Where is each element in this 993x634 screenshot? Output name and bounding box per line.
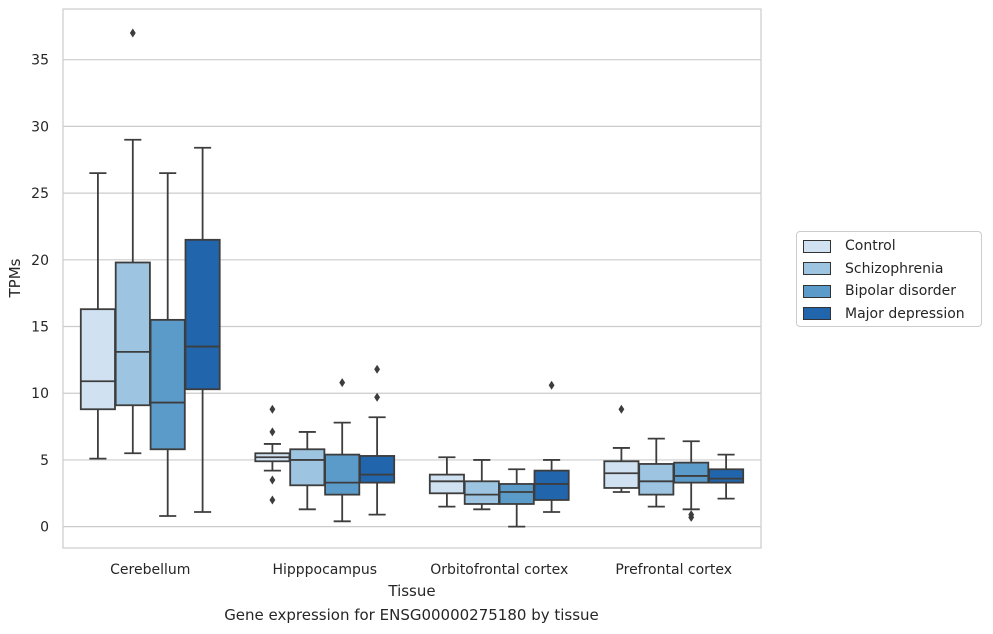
box-group <box>149 172 186 517</box>
y-tick-label: 5 <box>40 453 49 469</box>
box <box>184 238 221 391</box>
legend-label: Control <box>845 238 896 254</box>
box <box>149 318 186 451</box>
box <box>359 455 396 484</box>
outlier-point <box>269 427 276 437</box>
box-group <box>428 456 465 508</box>
box-group <box>114 28 151 455</box>
y-tick-label: 30 <box>31 119 49 135</box>
outlier-point <box>688 512 695 522</box>
y-axis-label: TPMs <box>6 258 24 298</box>
box-group <box>603 404 640 493</box>
x-tick-label: Cerebellum <box>110 562 190 578</box>
x-tick-label: Hipppocampus <box>272 562 377 578</box>
box <box>428 473 465 495</box>
y-tick-label: 20 <box>31 253 49 269</box>
box <box>114 261 151 407</box>
box-group <box>498 468 535 528</box>
box <box>324 453 361 496</box>
box-group <box>289 431 326 511</box>
box <box>673 461 710 484</box>
x-axis-label: Tissue <box>387 582 435 600</box>
legend: Control Schizophrenia Bipolar disorder Majo… <box>796 231 982 327</box>
y-tick-labels: 0 5 10 15 20 25 30 35 <box>31 53 49 536</box>
box <box>498 483 535 505</box>
outlier-point <box>339 378 346 388</box>
y-tick-label: 25 <box>31 186 49 202</box>
box-group <box>359 364 396 516</box>
y-tick-label: 35 <box>31 53 49 69</box>
box-group <box>254 404 291 505</box>
legend-item: Schizophrenia <box>803 259 943 279</box>
box <box>708 468 745 484</box>
legend-item: Major depression <box>803 304 965 324</box>
box-group <box>324 378 361 523</box>
box-group <box>673 440 710 522</box>
plot-area-frame <box>62 8 762 549</box>
legend-swatch <box>803 284 831 298</box>
y-tick-label: 0 <box>40 520 49 536</box>
legend-swatch <box>803 262 831 275</box>
x-tick-label: Orbitofrontal cortex <box>430 562 568 578</box>
outlier-point <box>269 404 276 414</box>
box <box>79 308 116 411</box>
legend-swatch <box>803 307 831 320</box>
box <box>289 448 326 487</box>
legend-swatch <box>803 239 831 253</box>
legend-item: Bipolar disorder <box>803 281 956 301</box>
box-group <box>79 172 116 460</box>
outlier-point <box>129 28 136 38</box>
y-tick-label: 15 <box>31 320 49 336</box>
outlier-point <box>548 380 555 390</box>
box-group <box>638 437 675 508</box>
legend-label: Schizophrenia <box>845 260 944 277</box>
legend-item: Control <box>803 236 896 256</box>
x-tick-labels: Cerebellum Hipppocampus Orbitofrontal cort… <box>110 562 732 578</box>
x-tick-label: Prefrontal cortex <box>615 562 732 578</box>
outlier-point <box>269 495 276 505</box>
outlier-point <box>269 475 276 485</box>
legend-label: Bipolar disorder <box>845 283 957 299</box>
box-group <box>533 380 570 513</box>
box <box>603 460 640 489</box>
box-group <box>708 453 745 500</box>
box-marks <box>79 28 745 528</box>
box-group <box>184 146 221 513</box>
figure-caption: Gene expression for ENSG00000275180 by t… <box>224 606 599 624</box>
box <box>463 480 500 505</box>
outlier-point <box>374 392 381 402</box>
box <box>638 463 675 496</box>
box-group <box>463 459 500 511</box>
outlier-point <box>374 364 381 374</box>
box <box>533 469 570 501</box>
outlier-point <box>618 404 625 414</box>
legend-label: Major depression <box>845 305 965 322</box>
y-tick-label: 10 <box>31 386 49 402</box>
